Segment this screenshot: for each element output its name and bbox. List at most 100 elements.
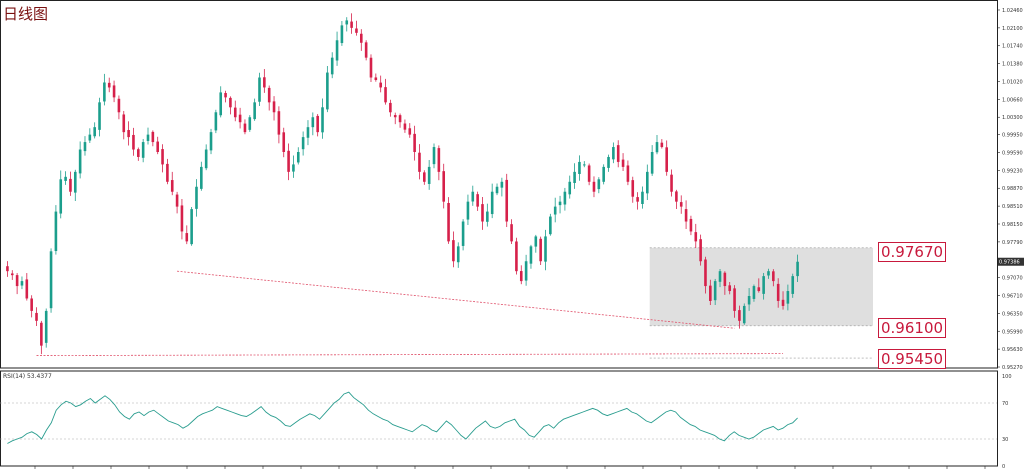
candle-body	[582, 164, 586, 166]
candle-body	[544, 236, 547, 262]
candle-body	[122, 114, 126, 133]
candle-body	[403, 123, 407, 130]
current-price-label: 0.97386	[999, 260, 1020, 266]
candle-body	[88, 134, 92, 141]
price-axis-label: 0.97070	[1002, 276, 1023, 282]
candle-body	[78, 149, 82, 174]
candle-body	[282, 132, 286, 152]
candle-body	[44, 310, 48, 343]
candle-body	[694, 232, 698, 242]
price-panel-frame	[0, 0, 998, 369]
price-axis-label: 0.99950	[1002, 133, 1023, 139]
candle-body	[180, 205, 184, 232]
candle-body	[389, 102, 392, 113]
price-axis-label: 0.95990	[1002, 329, 1023, 335]
candle-body	[573, 171, 576, 183]
candle-body	[602, 166, 605, 182]
candle-body	[650, 152, 654, 174]
candle-body	[418, 152, 421, 172]
candle-body	[767, 271, 770, 276]
candle-body	[166, 163, 169, 182]
candle-body	[374, 77, 378, 80]
candle-body	[219, 92, 223, 116]
candle-body	[6, 266, 9, 272]
candle-body	[185, 233, 189, 242]
chart-title: 日线图	[3, 5, 49, 23]
candle-body	[200, 166, 203, 189]
candle-body	[486, 211, 489, 222]
candle-body	[616, 145, 620, 162]
candle-body	[369, 57, 373, 78]
candle-body	[437, 148, 441, 172]
candle-body	[107, 82, 111, 88]
candle-body	[587, 165, 591, 182]
candle-body	[607, 156, 610, 168]
candle-body	[655, 142, 659, 153]
candle-body	[59, 179, 63, 214]
price-axis-label: 1.02100	[1002, 26, 1023, 32]
candle-body	[263, 77, 266, 88]
candle-body	[69, 178, 72, 192]
candle-body	[626, 165, 630, 182]
candle-body	[229, 97, 232, 108]
candle-body	[73, 171, 77, 193]
candle-body	[103, 82, 106, 102]
candle-body	[112, 85, 116, 98]
candle-body	[146, 134, 150, 141]
candle-body	[175, 194, 179, 207]
candle-body	[151, 131, 155, 143]
current-price-tag	[998, 257, 1024, 266]
candle-body	[776, 283, 780, 301]
candle-body	[456, 246, 460, 263]
candle-body	[578, 161, 581, 174]
price-axis-label: 0.99230	[1002, 168, 1023, 174]
price-axis-label: 0.99590	[1002, 150, 1023, 156]
rsi-axis-label: 0	[1002, 464, 1005, 470]
candle-body	[597, 179, 601, 190]
candle-body	[704, 259, 707, 287]
candle-body	[359, 33, 363, 43]
candle-body	[277, 111, 281, 135]
candle-body	[689, 218, 693, 232]
candle-body	[345, 20, 349, 25]
candle-body	[326, 72, 329, 110]
highlight-range-box	[649, 247, 873, 326]
candle-body	[461, 221, 465, 246]
candle-body	[709, 285, 712, 301]
candle-body	[364, 42, 368, 58]
candle-body	[723, 272, 727, 287]
candle-body	[524, 261, 528, 281]
candle-body	[132, 134, 135, 150]
candle-body	[10, 273, 14, 276]
candle-body	[170, 180, 174, 192]
trendline	[177, 270, 735, 329]
candle-body	[549, 216, 552, 235]
price-axis-label: 0.98870	[1002, 186, 1023, 192]
price-axis-label: 0.95630	[1002, 347, 1023, 353]
candle-body	[568, 181, 572, 195]
candle-body	[330, 57, 334, 75]
trendline	[36, 353, 784, 356]
candle-body	[204, 149, 208, 169]
rsi-axis-label: 70	[1002, 401, 1008, 407]
candle-body	[209, 132, 213, 151]
candle-body	[665, 147, 668, 172]
candle-body	[98, 102, 101, 130]
candle-body	[675, 191, 678, 202]
candle-body	[233, 107, 237, 118]
rsi-panel-frame	[0, 370, 998, 467]
candle-body	[214, 112, 218, 131]
candle-body	[272, 101, 276, 113]
price-axis-label: 1.02460	[1002, 8, 1023, 14]
candle-body	[490, 191, 494, 215]
candle-body	[563, 191, 567, 205]
rsi-axis-label: 100	[1002, 374, 1012, 380]
candle-body	[772, 271, 775, 282]
candle-body	[660, 142, 664, 148]
candle-body	[15, 275, 19, 287]
candle-body	[432, 147, 436, 165]
candle-body	[796, 261, 799, 277]
candle-body	[515, 241, 518, 272]
candle-body	[379, 82, 382, 88]
